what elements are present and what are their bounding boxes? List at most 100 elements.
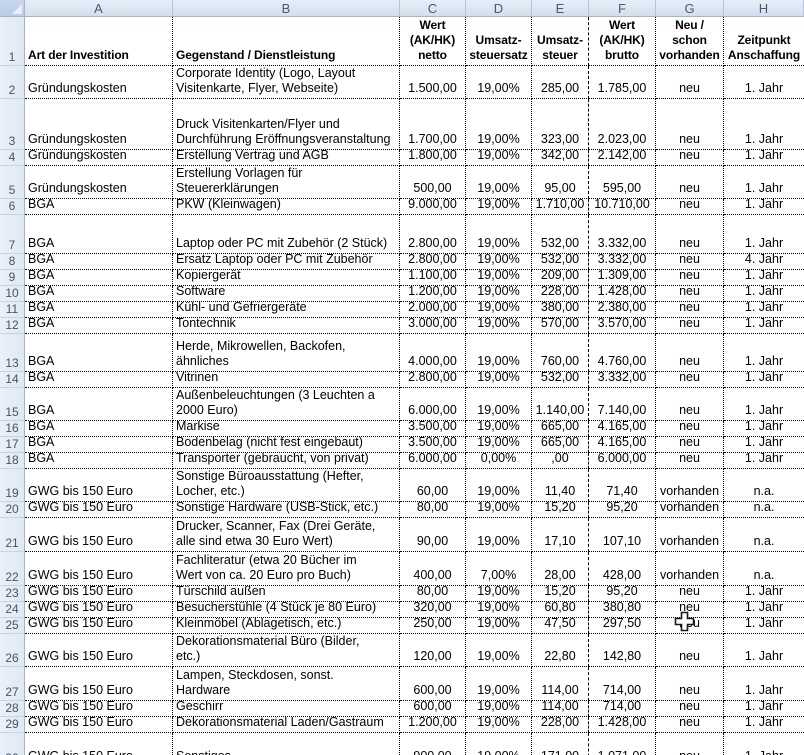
row-header-25[interactable]: 25 (0, 618, 25, 634)
cell-A9[interactable]: BGA (25, 270, 173, 286)
cell-A10[interactable]: BGA (25, 286, 173, 302)
cell-B26[interactable]: Dekorationsmaterial Büro (Bilder, etc.) (173, 634, 400, 667)
cell-F23[interactable]: 95,20 (589, 586, 656, 602)
row-header-1[interactable]: 1 (0, 17, 25, 66)
cell-H4[interactable]: 1. Jahr (724, 150, 804, 166)
cell-H18[interactable]: 1. Jahr (724, 453, 804, 469)
cell-E30[interactable]: 171,00 (532, 733, 589, 755)
cell-C19[interactable]: 60,00 (400, 469, 466, 502)
cell-H23[interactable]: 1. Jahr (724, 586, 804, 602)
cell-A19[interactable]: GWG bis 150 Euro (25, 469, 173, 502)
cell-C20[interactable]: 80,00 (400, 502, 466, 518)
cell-B6[interactable]: PKW (Kleinwagen) (173, 199, 400, 215)
cell-E26[interactable]: 22,80 (532, 634, 589, 667)
cell-C9[interactable]: 1.100,00 (400, 270, 466, 286)
cell-C11[interactable]: 2.000,00 (400, 302, 466, 318)
cell-D5[interactable]: 19,00% (466, 166, 532, 199)
cell-B5[interactable]: Erstellung Vorlagen für Steuererklärunge… (173, 166, 400, 199)
row-header-12[interactable]: 12 (0, 318, 25, 334)
cell-F13[interactable]: 4.760,00 (589, 334, 656, 372)
cell-C4[interactable]: 1.800,00 (400, 150, 466, 166)
cell-F8[interactable]: 3.332,00 (589, 254, 656, 270)
cell-G14[interactable]: neu (656, 372, 724, 388)
cell-E18[interactable]: ,00 (532, 453, 589, 469)
cell-H21[interactable]: n.a. (724, 518, 804, 552)
cell-E24[interactable]: 60,80 (532, 602, 589, 618)
cell-F24[interactable]: 380,80 (589, 602, 656, 618)
cell-E10[interactable]: 228,00 (532, 286, 589, 302)
cell-F3[interactable]: 2.023,00 (589, 99, 656, 150)
cell-D11[interactable]: 19,00% (466, 302, 532, 318)
cell-A21[interactable]: GWG bis 150 Euro (25, 518, 173, 552)
cell-G23[interactable]: neu (656, 586, 724, 602)
cell-H15[interactable]: 1. Jahr (724, 388, 804, 421)
cell-C13[interactable]: 4.000,00 (400, 334, 466, 372)
cell-C25[interactable]: 250,00 (400, 618, 466, 634)
cell-F28[interactable]: 714,00 (589, 701, 656, 717)
cell-H14[interactable]: 1. Jahr (724, 372, 804, 388)
cell-E29[interactable]: 228,00 (532, 717, 589, 733)
column-header-D[interactable]: D (466, 0, 532, 16)
cell-G9[interactable]: neu (656, 270, 724, 286)
cell-A7[interactable]: BGA (25, 215, 173, 254)
cell-C1[interactable]: Wert (AK/HK) netto (400, 17, 466, 66)
cell-H30[interactable]: 1. Jahr (724, 733, 804, 755)
cell-G20[interactable]: vorhanden (656, 502, 724, 518)
cell-F9[interactable]: 1.309,00 (589, 270, 656, 286)
cell-B14[interactable]: Vitrinen (173, 372, 400, 388)
cell-F27[interactable]: 714,00 (589, 667, 656, 701)
cell-G11[interactable]: neu (656, 302, 724, 318)
cell-E1[interactable]: Umsatz- steuer (532, 17, 589, 66)
cell-E28[interactable]: 114,00 (532, 701, 589, 717)
cell-G21[interactable]: vorhanden (656, 518, 724, 552)
row-header-19[interactable]: 19 (0, 469, 25, 502)
cell-F14[interactable]: 3.332,00 (589, 372, 656, 388)
cell-G24[interactable]: neu (656, 602, 724, 618)
cell-B29[interactable]: Dekorationsmaterial Laden/Gastraum (173, 717, 400, 733)
cell-B19[interactable]: Sonstige Büroausstattung (Hefter, Locher… (173, 469, 400, 502)
cell-G25[interactable]: neu (656, 618, 724, 634)
cell-A30[interactable]: GWG bis 150 Euro (25, 733, 173, 755)
cell-F7[interactable]: 3.332,00 (589, 215, 656, 254)
cell-D8[interactable]: 19,00% (466, 254, 532, 270)
cell-F1[interactable]: Wert (AK/HK) brutto (589, 17, 656, 66)
cell-D17[interactable]: 19,00% (466, 437, 532, 453)
cell-G10[interactable]: neu (656, 286, 724, 302)
cell-E16[interactable]: 665,00 (532, 421, 589, 437)
cell-A22[interactable]: GWG bis 150 Euro (25, 552, 173, 586)
cell-F18[interactable]: 6.000,00 (589, 453, 656, 469)
column-header-H[interactable]: H (724, 0, 804, 16)
cell-D1[interactable]: Umsatz- steuersatz (466, 17, 532, 66)
cell-D30[interactable]: 19,00% (466, 733, 532, 755)
cell-B16[interactable]: Markise (173, 421, 400, 437)
cell-B23[interactable]: Türschild außen (173, 586, 400, 602)
cell-F11[interactable]: 2.380,00 (589, 302, 656, 318)
cell-D19[interactable]: 19,00% (466, 469, 532, 502)
cell-H9[interactable]: 1. Jahr (724, 270, 804, 286)
cell-C22[interactable]: 400,00 (400, 552, 466, 586)
cell-C3[interactable]: 1.700,00 (400, 99, 466, 150)
cell-A23[interactable]: GWG bis 150 Euro (25, 586, 173, 602)
cell-H3[interactable]: 1. Jahr (724, 99, 804, 150)
row-header-23[interactable]: 23 (0, 586, 25, 602)
cell-B15[interactable]: Außenbeleuchtungen (3 Leuchten a 2000 Eu… (173, 388, 400, 421)
cell-E21[interactable]: 17,10 (532, 518, 589, 552)
cell-H19[interactable]: n.a. (724, 469, 804, 502)
cell-E2[interactable]: 285,00 (532, 66, 589, 99)
cell-B22[interactable]: Fachliteratur (etwa 20 Bücher im Wert vo… (173, 552, 400, 586)
cell-F30[interactable]: 1.071,00 (589, 733, 656, 755)
column-header-A[interactable]: A (25, 0, 173, 16)
cell-E5[interactable]: 95,00 (532, 166, 589, 199)
cell-E11[interactable]: 380,00 (532, 302, 589, 318)
row-header-9[interactable]: 9 (0, 270, 25, 286)
cell-C15[interactable]: 6.000,00 (400, 388, 466, 421)
cell-H1[interactable]: Zeitpunkt Anschaffung (724, 17, 804, 66)
cell-F25[interactable]: 297,50 (589, 618, 656, 634)
cell-D28[interactable]: 19,00% (466, 701, 532, 717)
cell-H12[interactable]: 1. Jahr (724, 318, 804, 334)
cell-A14[interactable]: BGA (25, 372, 173, 388)
cell-E20[interactable]: 15,20 (532, 502, 589, 518)
cell-B3[interactable]: Druck Visitenkarten/Flyer und Durchführu… (173, 99, 400, 150)
row-header-30[interactable]: 30 (0, 733, 25, 755)
cell-F6[interactable]: 10.710,00 (589, 199, 656, 215)
